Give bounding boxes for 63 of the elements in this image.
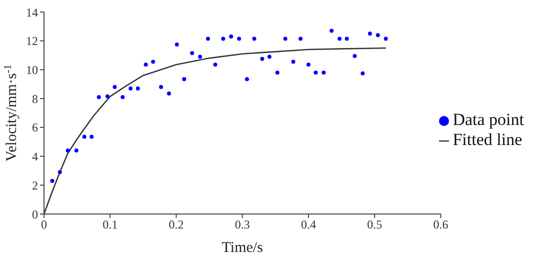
y-tick-label: 8 [32, 92, 38, 106]
point [136, 86, 140, 90]
point [74, 148, 78, 153]
point [50, 178, 54, 183]
point [275, 70, 280, 75]
point [244, 77, 249, 82]
point [260, 56, 264, 61]
point [96, 95, 101, 100]
point [90, 134, 94, 139]
point [182, 77, 186, 82]
point [237, 36, 242, 41]
point [298, 36, 303, 41]
point [344, 36, 349, 41]
x-tick-label: 0.1 [102, 218, 118, 232]
point [166, 92, 171, 96]
point [314, 70, 318, 75]
x-tick-label: 0.6 [433, 218, 448, 232]
point [306, 62, 310, 67]
y-tick-label: 2 [32, 178, 38, 192]
point [174, 42, 179, 46]
y-tick-label: 6 [32, 120, 38, 135]
point [221, 36, 226, 41]
y-tick-label: 4 [32, 150, 38, 164]
point [291, 60, 296, 64]
point [384, 36, 388, 41]
point [352, 54, 357, 58]
line-series [44, 47, 386, 214]
legend-label: Fitted line [452, 130, 522, 149]
x-tick-label: 0 [41, 218, 47, 232]
point [66, 148, 70, 153]
point [322, 70, 326, 75]
y-tick-label: 14 [26, 5, 38, 20]
point [213, 62, 218, 67]
point [229, 34, 234, 39]
x-tick-label: 0.4 [300, 218, 316, 232]
point [267, 54, 272, 59]
point [198, 54, 202, 59]
point [360, 71, 365, 76]
x-axis-title: Time/s [222, 240, 264, 256]
point [151, 60, 156, 64]
point [252, 36, 256, 41]
y-tick-label: 10 [26, 62, 38, 77]
point [376, 33, 380, 38]
point [338, 36, 342, 41]
point [144, 62, 148, 67]
point [368, 32, 372, 36]
point [58, 170, 62, 174]
point [82, 134, 86, 139]
point [105, 94, 110, 98]
point [283, 36, 288, 41]
point [159, 85, 164, 90]
point [190, 51, 194, 56]
point [120, 95, 125, 100]
point [128, 86, 133, 90]
x-tick-label: 0.2 [168, 218, 184, 232]
y-tick-label: 0 [32, 207, 38, 222]
legend-label: Data point [452, 110, 524, 129]
point [330, 28, 334, 33]
x-tick-label: 0.3 [234, 218, 250, 232]
y-tick-label: 12 [26, 34, 38, 48]
x-tick-label: 0.5 [367, 218, 382, 232]
point [112, 85, 117, 90]
point [206, 36, 210, 41]
